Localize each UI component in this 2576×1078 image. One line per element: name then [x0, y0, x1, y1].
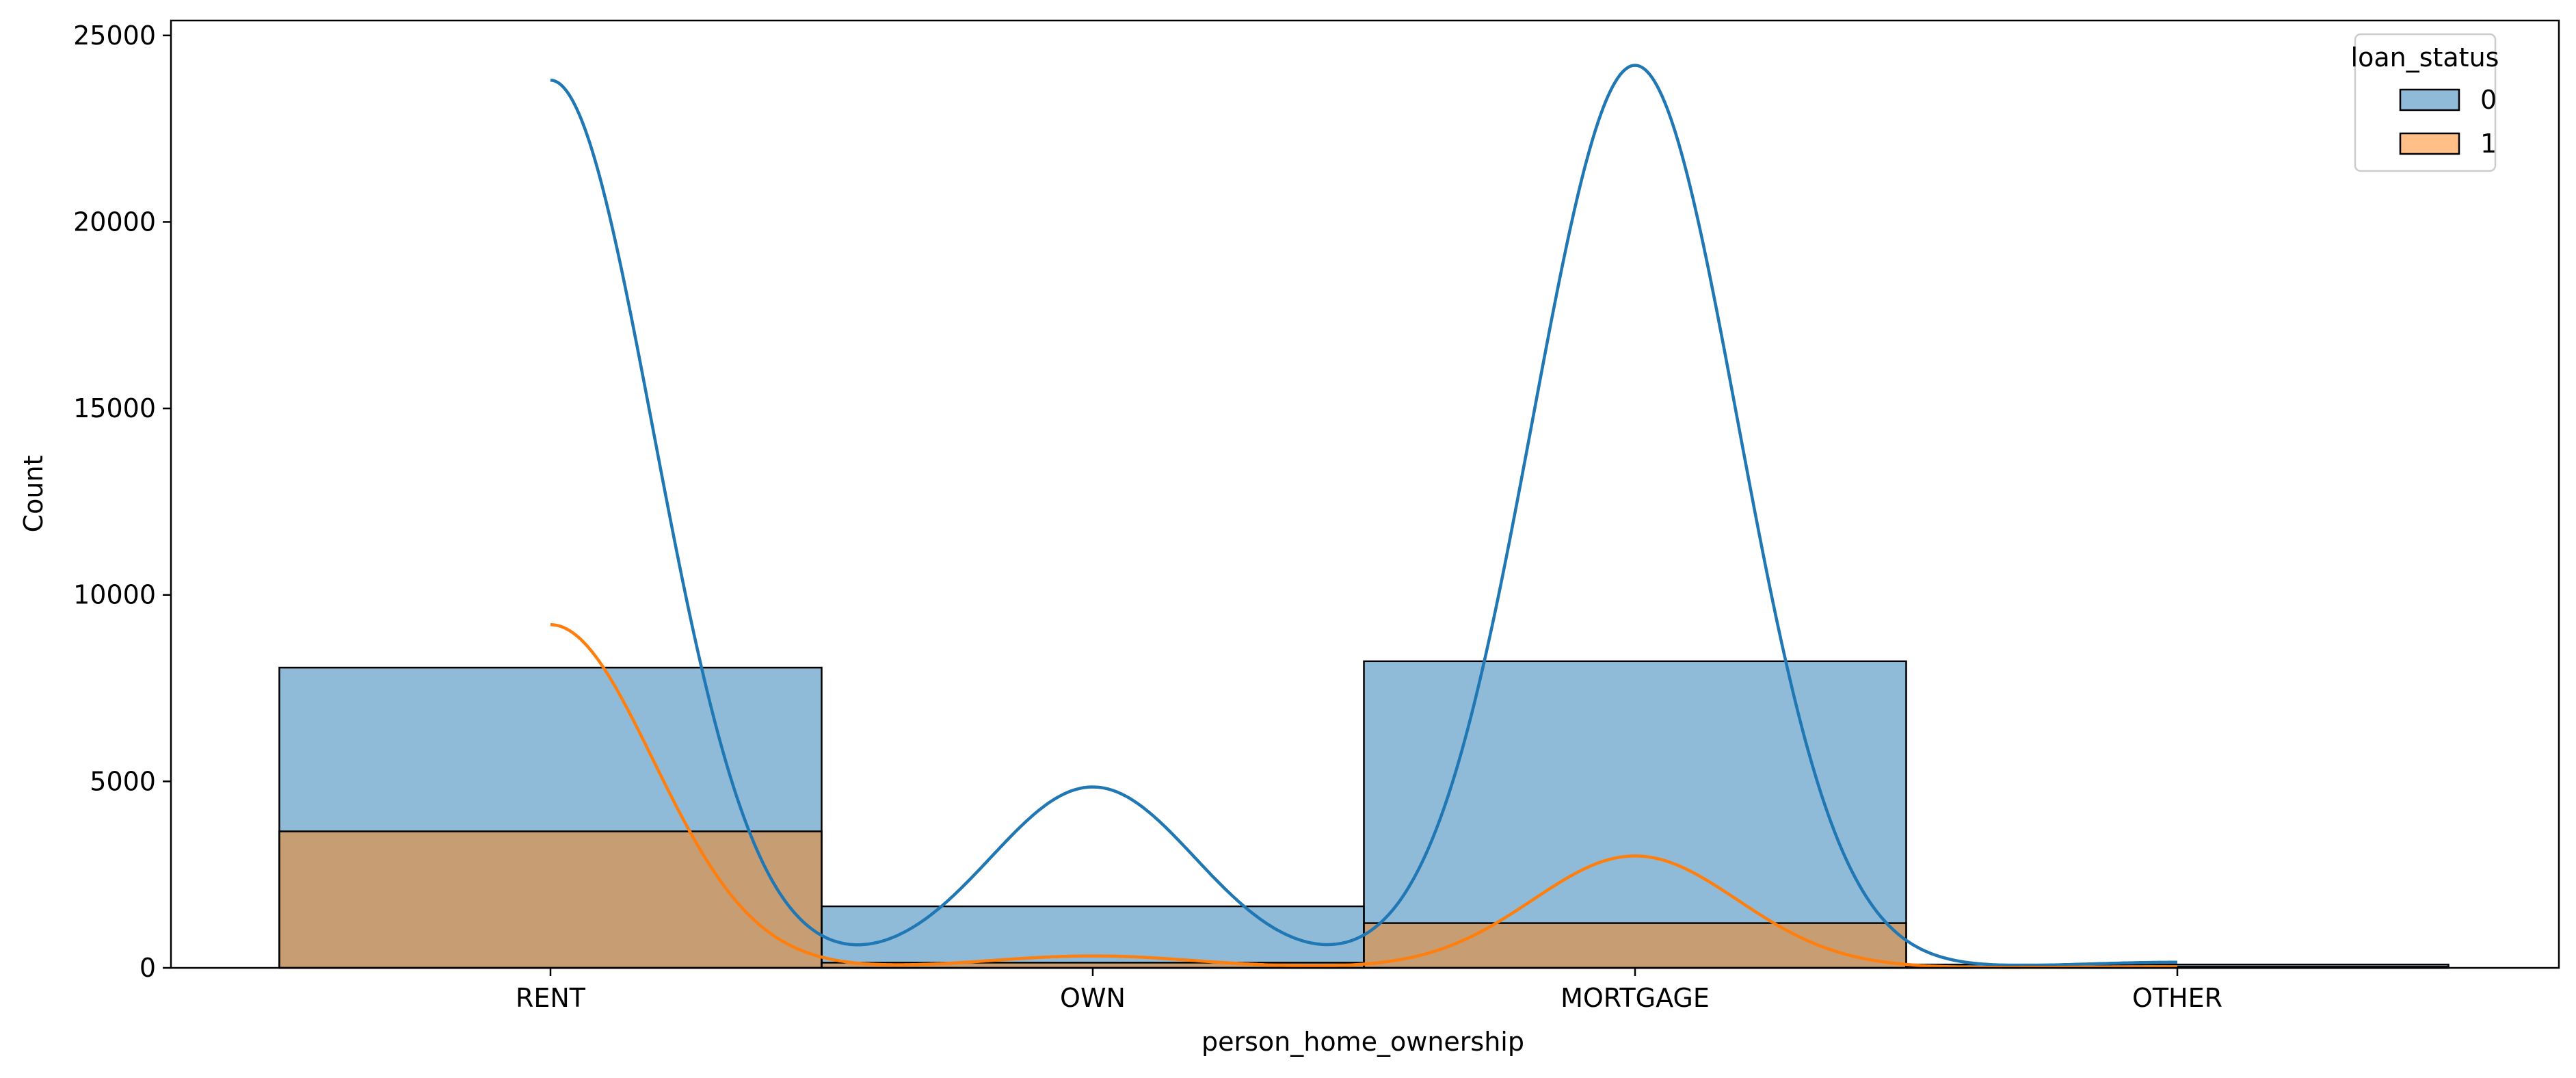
x-tick-label-other: OTHER [2132, 983, 2222, 1013]
y-tick-label: 5000 [90, 766, 156, 796]
bar-series-1-rent [278, 830, 823, 969]
y-tick-label: 0 [140, 953, 156, 983]
bar-series-1-mortgage [1363, 922, 1907, 969]
kde-line-series-0 [550, 64, 2177, 967]
x-tick-label-rent: RENT [516, 983, 586, 1013]
y-tick-label: 10000 [73, 580, 156, 610]
legend-swatch-0 [2399, 88, 2460, 111]
plot-frame [170, 19, 2560, 969]
bar-series-0-own [821, 905, 1365, 969]
kde-line-series-1 [550, 623, 2177, 969]
legend: loan_status 0 1 [2351, 33, 2499, 172]
bar-series-0-mortgage [1363, 660, 1907, 969]
x-tick-label-mortgage: MORTGAGE [1561, 983, 1710, 1013]
kde-layer [550, 64, 2177, 969]
legend-label-1: 1 [2480, 129, 2497, 159]
x-axis-title: person_home_ownership [1201, 1027, 1524, 1057]
y-tick-label: 20000 [73, 207, 156, 237]
legend-title: loan_status [2351, 42, 2499, 73]
y-axis: 0 5000 10000 15000 20000 25000 [73, 21, 171, 983]
y-axis-title: Count [18, 456, 49, 533]
y-tick-label: 25000 [73, 21, 156, 51]
y-tick-label: 15000 [73, 393, 156, 423]
x-tick-label-own: OWN [1060, 983, 1126, 1013]
legend-label-0: 0 [2480, 85, 2497, 115]
x-axis: RENT OWN MORTGAGE OTHER [516, 968, 2222, 1013]
legend-swatch-1 [2399, 132, 2460, 155]
